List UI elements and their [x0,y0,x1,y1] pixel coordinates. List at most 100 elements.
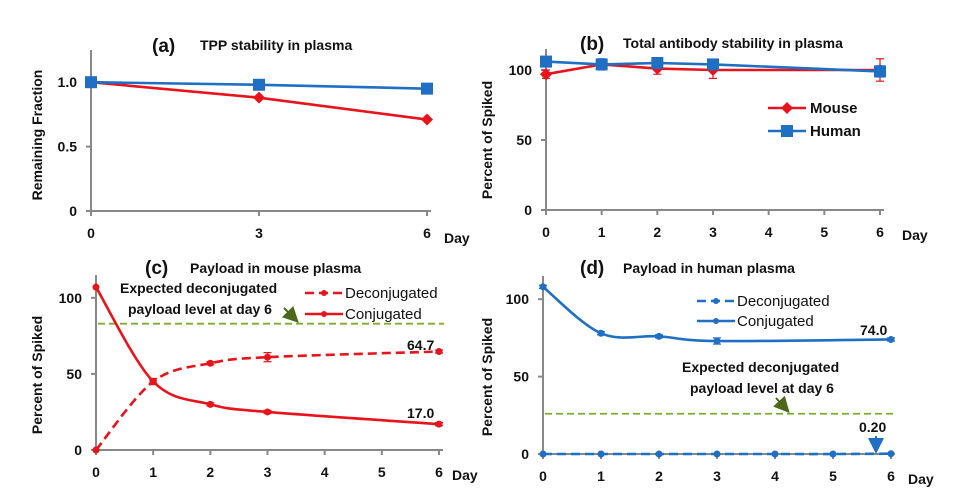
data-point [321,311,327,317]
panel-b: (b) Total antibody stability in plasma P… [479,34,928,243]
x-axis-label: Day [444,230,470,246]
data-label: 17.0 [407,405,434,421]
data-point [539,283,547,291]
y-tick-label: 50 [516,132,532,148]
data-label: 74.0 [860,322,887,338]
y-axis-label: Percent of Spiked [479,318,495,436]
legend-deconjugated: Deconjugated [737,293,830,310]
y-tick-label: 0 [521,446,529,462]
x-tick-label: 3 [264,464,272,480]
legend-conjugated: Conjugated [737,313,814,330]
data-point [597,450,605,458]
chart-title: Payload in mouse plasma [190,260,361,276]
chart-title: Total antibody stability in plasma [623,35,843,51]
y-tick-label: 50 [513,369,529,385]
data-point [253,78,265,91]
expected-label-line2: payload level at day 6 [128,301,272,317]
panel-a: (a) TPP stability in plasma Remaining Fr… [29,36,470,246]
y-tick-label: 0 [524,202,532,218]
y-tick-label: 0 [74,442,82,458]
data-point [85,76,97,89]
x-tick-label: 2 [655,468,663,484]
data-point [597,329,605,337]
data-point [713,450,721,458]
x-tick-label: 4 [771,468,779,484]
x-tick-label: 3 [255,225,263,241]
panel-d: (d) Payload in human plasma Percent of S… [479,258,934,487]
data-point [421,113,433,126]
data-point [321,290,327,296]
data-point [264,408,271,416]
x-axis-label: Day [908,471,934,487]
x-tick-label: 3 [709,224,717,240]
data-point [149,378,157,386]
data-point [655,450,663,458]
x-tick-label: 5 [829,468,837,484]
x-axis-label: Day [902,227,928,243]
data-point [264,353,271,361]
legend-human: Human [810,123,861,140]
y-axis-label: Remaining Fraction [29,70,45,201]
x-tick-label: 4 [321,464,329,480]
y-tick-label: 100 [59,290,83,306]
x-tick-label: 6 [876,224,884,240]
x-tick-label: 1 [149,464,157,480]
data-point [253,91,265,104]
data-point [595,58,608,71]
y-tick-label: 1.0 [58,74,78,90]
data-point [540,68,552,81]
data-point [713,337,721,345]
x-tick-label: 0 [92,464,100,480]
data-point [539,450,547,458]
data-point [655,332,663,340]
x-tick-label: 0 [539,468,547,484]
y-tick-label: 50 [66,366,82,382]
series-line [95,350,440,451]
data-point [206,359,214,367]
data-point [829,450,837,458]
x-tick-label: 0 [542,224,550,240]
x-tick-label: 6 [423,225,431,241]
x-tick-label: 2 [653,224,661,240]
panel-label: (a) [152,36,175,57]
data-point [206,400,214,408]
data-point [713,318,719,324]
panel-label: (b) [580,34,604,55]
x-tick-label: 2 [206,464,214,480]
expected-label-line2: payload level at day 6 [690,380,834,396]
y-axis-label: Percent of Spiked [29,316,45,434]
data-point [92,446,100,454]
panel-label: (c) [145,258,168,279]
y-tick-label: 100 [506,291,530,307]
x-tick-label: 0 [87,225,95,241]
data-point [887,450,895,458]
x-tick-label: 5 [378,464,386,480]
data-point [781,102,793,114]
data-label: 0.20 [859,419,886,435]
y-tick-label: 100 [509,62,533,78]
chart-title: Payload in human plasma [623,260,795,276]
data-point [435,348,443,356]
x-tick-label: 1 [597,468,605,484]
x-tick-label: 1 [598,224,606,240]
x-tick-label: 3 [713,468,721,484]
data-point [874,65,886,78]
data-point [651,57,664,69]
y-axis-label: Percent of Spiked [479,81,495,199]
data-point [435,420,443,428]
x-axis-label: Day [452,467,478,483]
panel-c: (c) Payload in mouse plasma Percent of S… [29,258,478,483]
legend-conjugated: Conjugated [345,306,422,323]
data-point [92,283,100,291]
y-tick-label: 0.5 [58,139,78,155]
data-point [707,58,719,71]
x-tick-label: 6 [887,468,895,484]
data-point [421,82,433,95]
legend-deconjugated: Deconjugated [345,285,438,302]
data-point [781,125,793,137]
data-label: 64.7 [407,337,434,353]
series-line [542,285,892,343]
expected-label-line1: Expected deconjugated [682,359,839,375]
data-point [713,298,719,304]
